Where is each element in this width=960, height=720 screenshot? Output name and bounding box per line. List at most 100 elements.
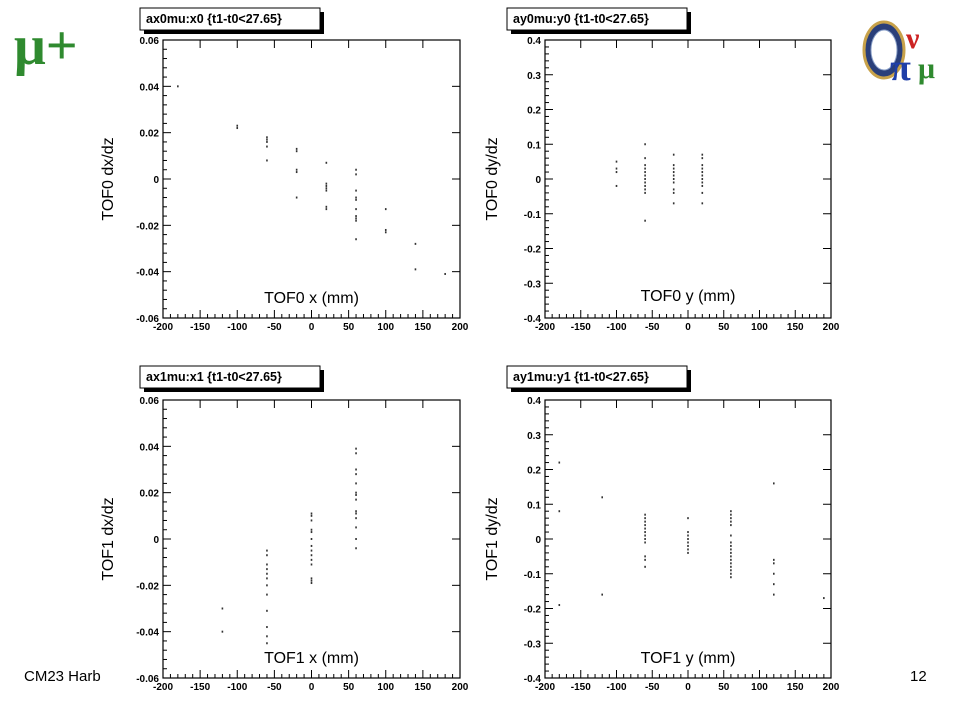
data-point [355,473,357,476]
data-point [773,482,775,485]
data-point [310,582,313,585]
data-point [414,242,417,245]
data-point [221,630,224,633]
data-point [672,153,675,156]
plot-title-box [139,365,321,389]
data-point [730,513,732,516]
data-point [310,531,313,534]
x-tick-label: 50 [343,322,355,333]
data-point [355,189,357,192]
data-point [644,565,646,568]
x-tick-label: 150 [787,322,804,333]
x-axis-label: TOF1 y (mm) [641,650,736,667]
logo-mu: μ [918,52,935,85]
plot-title-box [506,365,688,389]
data-point [266,635,268,638]
plot-title: ax1mu:x1 {t1-t0<27.65} [146,370,282,384]
x-tick-label: 50 [718,682,730,693]
data-point [355,538,357,540]
x-axis-label: TOF1 x (mm) [264,650,359,667]
plot-ax1mu-x1: ax1mu:x1 {t1-t0<27.65} -200 -150 -100 -50 0 50… [100,365,469,693]
y-axis-label: TOF0 dy/dz [484,137,501,220]
data-point [236,127,239,130]
plot-ay0mu-y0: ay0mu:y0 {t1-t0<27.65} -200 -150 -100 -50 0 50… [484,7,840,333]
x-tick-label: -200 [535,322,555,333]
data-point [687,551,689,554]
data-point [687,534,689,537]
data-point [310,544,313,547]
data-point [177,85,179,88]
x-tick-label: -200 [153,682,173,693]
data-point [295,147,298,150]
data-point [672,178,675,180]
data-point [644,517,646,520]
data-point [295,168,298,171]
data-point [730,569,732,572]
data-point [266,577,268,580]
data-point [644,174,646,177]
y-tick-label: 0.06 [140,36,160,47]
data-point [355,452,357,455]
data-point [310,538,313,540]
y-axis-label: TOF0 dx/dz [100,137,117,220]
data-point [687,548,689,551]
x-tick-label: 0 [309,682,315,693]
data-point [672,181,675,184]
y-tick-label: -0.04 [136,628,159,639]
data-point [310,579,313,582]
data-point [615,184,618,187]
data-point [355,217,357,220]
y-tick-label: 0.3 [527,431,541,442]
data-point [266,140,268,143]
y-tick-label: 0.2 [527,466,541,477]
y-tick-label: -0.4 [524,314,542,325]
x-tick-label: -100 [227,682,247,693]
x-tick-label: 200 [452,322,469,333]
x-tick-label: 100 [377,682,394,693]
data-point [644,219,646,222]
data-point [355,219,357,222]
x-tick-label: -100 [606,682,626,693]
x-tick-label: 100 [377,322,394,333]
data-point [355,547,357,550]
data-point [310,528,313,531]
data-point [730,510,732,513]
x-tick-label: 100 [751,322,768,333]
data-point [773,593,775,596]
x-tick-label: 200 [823,322,840,333]
x-tick-label: 0 [685,682,691,693]
data-point [384,228,387,231]
data-point [384,208,387,211]
data-point [310,563,313,566]
data-point [236,124,239,127]
data-point [310,514,313,517]
data-point [672,171,675,174]
x-tick-label: -150 [190,682,210,693]
x-tick-label: -200 [535,682,555,693]
data-point [444,272,446,275]
data-point [644,178,646,180]
data-point [730,548,732,551]
data-point [615,160,618,163]
data-point [644,558,646,561]
data-point [266,568,268,571]
y-tick-label: 0.06 [140,396,160,407]
data-point [773,562,775,565]
data-point [672,164,675,167]
data-point [644,534,646,537]
y-tick-label: 0.1 [527,140,541,151]
data-point [325,161,328,164]
data-point [773,572,775,575]
plot-title-box [506,7,688,31]
y-tick-label: 0.04 [140,442,160,453]
data-point [310,577,313,580]
data-point [221,607,224,610]
data-point [355,468,357,471]
data-point [266,593,268,596]
data-point [266,136,268,139]
data-point [295,171,298,174]
y-axis-label: TOF1 dx/dz [100,497,117,580]
data-point [355,215,357,218]
data-point [672,174,675,177]
